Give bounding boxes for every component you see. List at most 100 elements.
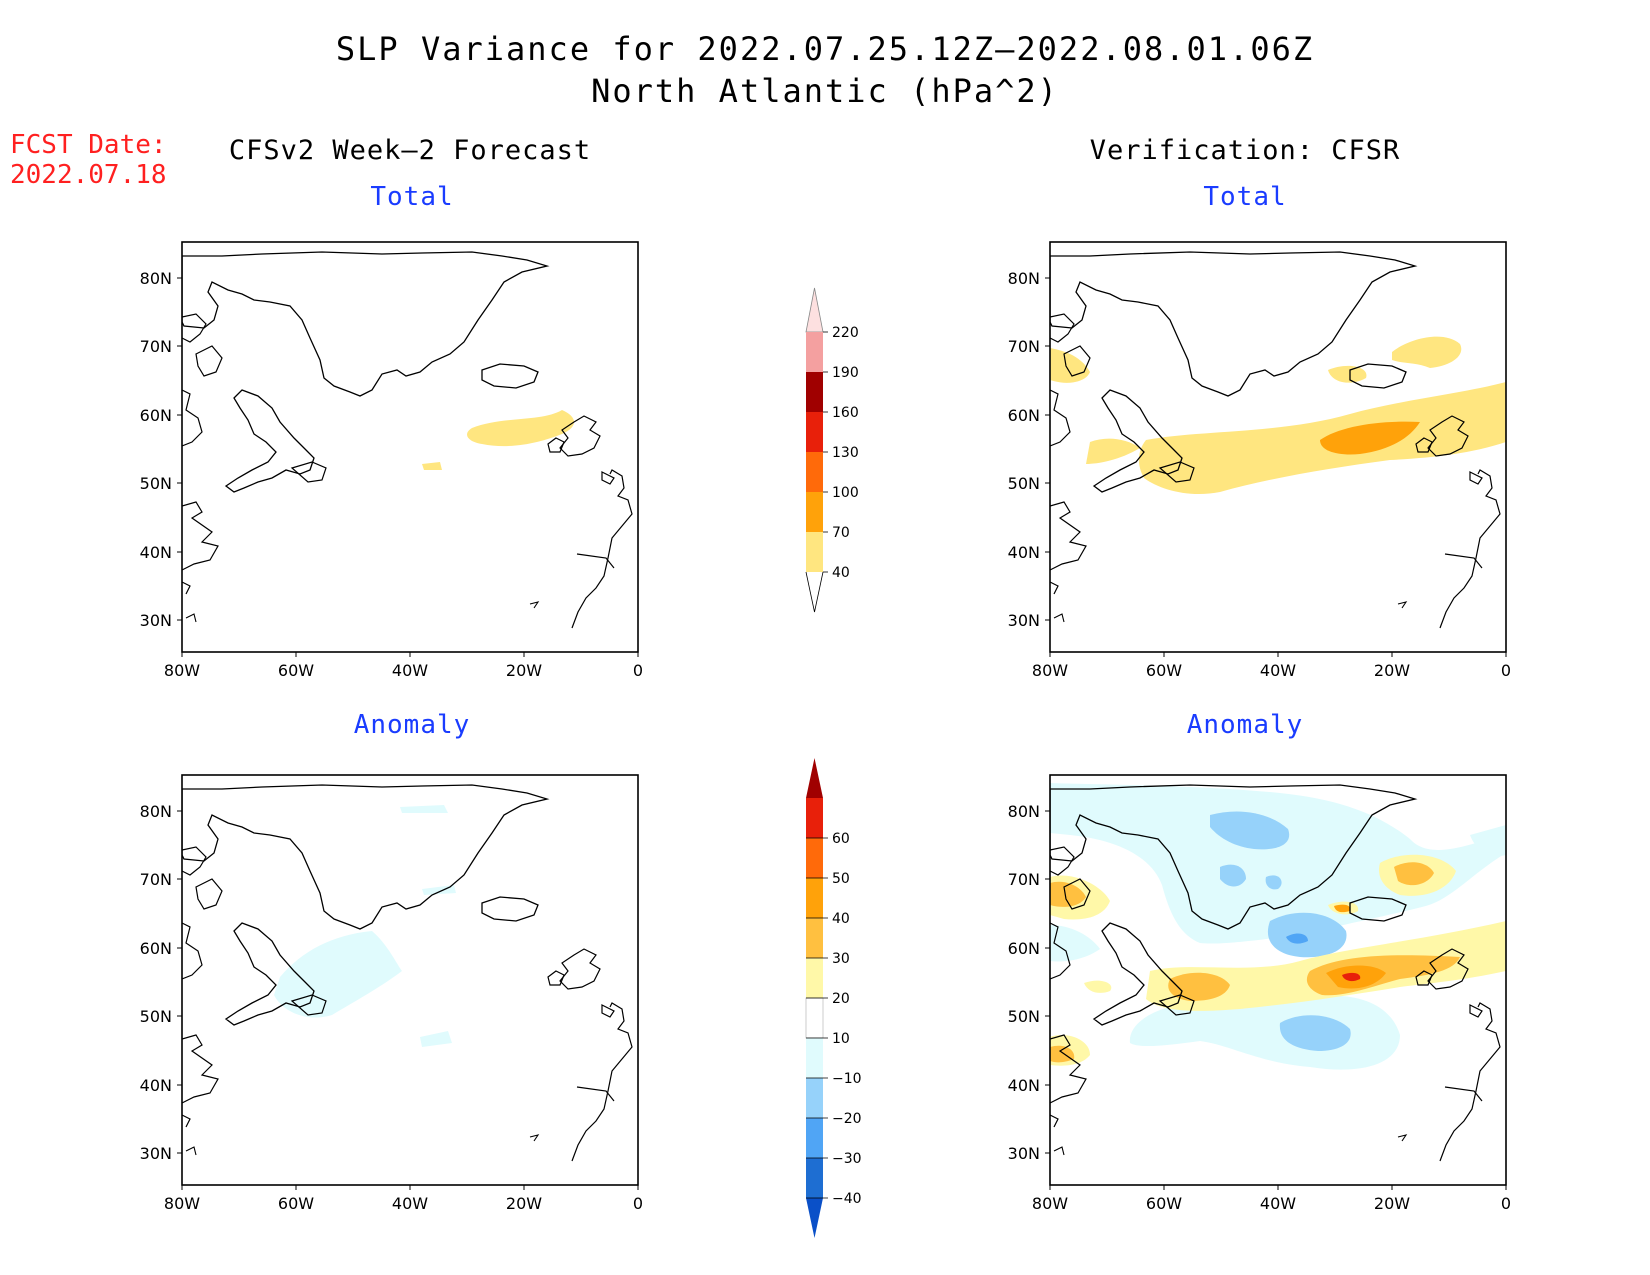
lat-tick-label: 50N [140,1007,172,1026]
contour-fill-region [1334,904,1351,913]
contour-fill-region [400,805,448,813]
map-panel-verification-total: 80N 70N 60N 50N 40N 30N 80W 60W 40W 20W 0 [1008,241,1511,680]
colorbar-tick-label: 70 [832,525,850,541]
contour-fill-region [1084,980,1112,993]
lon-tick-label: 60W [1146,1194,1182,1213]
colorbar-segment [806,372,823,412]
title-line-2: North Atlantic (hPa^2) [591,72,1059,110]
lon-tick-label: 0 [1501,1194,1511,1213]
colorbar-segment [806,878,823,918]
contour-fill-region [1220,864,1246,887]
lon-tick-label: 40W [392,1194,428,1213]
colorbar-anomaly: 60 50 40 30 20 10 −10 −20 −30 −40 [805,758,862,1238]
lat-tick-label: 50N [1008,474,1040,493]
colorbar-tick-label: 190 [832,365,859,381]
colorbar-segment [806,1118,823,1158]
map-frame [181,774,639,1186]
contour-fill-region [1050,348,1090,383]
contour-fill-region [1328,365,1367,383]
lon-tick-label: 20W [506,1194,542,1213]
lat-tick-label: 80N [1008,269,1040,288]
contour-fill-region [1168,972,1230,1001]
colorbar-segment [805,997,824,1039]
lon-tick-label: 80W [164,661,200,680]
contour-fill-region [1320,421,1420,455]
lat-tick-label: 60N [1008,406,1040,425]
lon-tick-label: 80W [1032,1194,1068,1213]
map-panel-forecast-total: 80N 70N 60N 50N 40N 30N 80W 60W 40W 20W 0 [140,241,643,680]
colorbar-tick-label: 50 [832,871,850,887]
panel-label-verification-anomaly: Anomaly [1186,710,1304,740]
colorbar-tick-label: 100 [832,485,859,501]
contour-fill-region [1342,972,1361,982]
colorbar-top-triangle [805,287,824,333]
map-field [1050,251,1506,629]
colorbar-tick-label: 60 [832,831,850,847]
contour-fill-region [1050,1045,1075,1063]
map-frame [181,241,639,653]
contour-fill-region [1138,382,1506,495]
colorbar-segment [806,452,823,492]
contour-fill-region [274,931,402,1018]
contour-fill-region [1392,336,1462,368]
fcst-date-value: 2022.07.18 [10,160,167,190]
lat-tick-label: 40N [1008,543,1040,562]
colorbar-segment [806,918,823,958]
colorbar-tick-label: 20 [832,991,850,1007]
lon-tick-label: 40W [1260,1194,1296,1213]
column-header-forecast: CFSv2 Week–2 Forecast [228,135,592,166]
lat-tick-label: 30N [1008,1144,1040,1163]
lon-tick-label: 40W [392,661,428,680]
lat-tick-label: 30N [1008,611,1040,630]
colorbar-segment [806,958,823,998]
lon-tick-label: 80W [1032,661,1068,680]
lat-tick-label: 80N [1008,802,1040,821]
contour-fill-region [1250,991,1292,999]
colorbar-tick-label: 10 [832,1031,850,1047]
contour-fill-region [1210,811,1290,850]
contour-fill-region [1267,912,1347,958]
lat-tick-label: 60N [140,406,172,425]
colorbar-bottom-triangle [806,1198,823,1238]
coastline [182,251,633,629]
contour-fill-region [1050,881,1086,907]
lon-tick-label: 60W [278,661,314,680]
lon-tick-label: 0 [633,661,643,680]
contour-fill-region [1086,438,1140,464]
lat-tick-label: 40N [140,1076,172,1095]
lat-tick-label: 80N [140,269,172,288]
colorbar-tick-label: 160 [832,405,859,421]
lon-tick-label: 20W [1374,1194,1410,1213]
lon-tick-label: 60W [1146,661,1182,680]
lat-tick-label: 40N [1008,1076,1040,1095]
contour-fill-region [1279,1015,1351,1051]
contour-fill-region [1050,783,1506,944]
colorbar-segment [806,1158,823,1198]
lon-tick-label: 0 [1501,661,1511,680]
column-header-verification: Verification: CFSR [1089,135,1401,166]
lat-tick-label: 70N [140,337,172,356]
lat-tick-label: 60N [140,939,172,958]
panel-label-forecast-anomaly: Anomaly [353,710,471,740]
colorbar-segment [806,1038,823,1078]
lat-tick-label: 30N [140,1144,172,1163]
lon-tick-label: 40W [1260,661,1296,680]
colorbar-tick-label: 130 [832,445,859,461]
colorbar-top-triangle [806,758,823,798]
contour-fill-region [1265,875,1282,890]
colorbar-segment [806,532,823,572]
coastline [182,784,633,1162]
colorbar-tick-label: −10 [832,1071,862,1087]
colorbar-tick-label: −20 [832,1111,862,1127]
contour-fill-region [467,410,575,447]
lat-tick-label: 60N [1008,939,1040,958]
colorbar-bottom-triangle [805,571,824,613]
contour-fill-region [422,462,442,470]
lat-tick-label: 50N [1008,1007,1040,1026]
title-line-1: SLP Variance for 2022.07.25.12Z–2022.08.… [335,30,1315,68]
colorbar-tick-label: −30 [832,1151,862,1167]
colorbar-segment [806,798,823,838]
colorbar-tick-label: −40 [832,1191,862,1207]
contour-fill-region [1286,933,1308,944]
